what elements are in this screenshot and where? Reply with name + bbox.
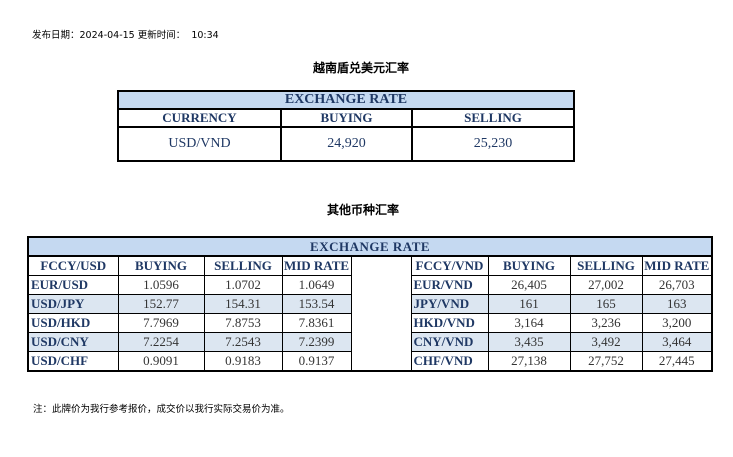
usd-header-mid-rate: MID RATE	[281, 255, 352, 276]
vnd-pair-cell: HKD/VND	[410, 313, 489, 333]
usd-mid-rate-cell: 7.8361	[281, 313, 352, 333]
header-selling: SELLING	[411, 108, 575, 128]
buying-cell: 24,920	[280, 126, 413, 162]
other-section-title: 其他币种汇率	[327, 203, 400, 217]
usd-pair-cell: USD/CHF	[27, 351, 119, 372]
publish-info: 发布日期：2024-04-15 更新时间： 10:34	[32, 27, 219, 41]
usd-mid-rate-cell: 0.9137	[281, 351, 352, 372]
usd-pair-cell: USD/JPY	[27, 294, 119, 314]
publish-date-label: 发布日期：	[32, 30, 80, 41]
usd-selling-cell: 0.9183	[203, 351, 283, 372]
usd-buying-cell: 0.9091	[117, 351, 205, 372]
usd-vnd-table: EXCHANGE RATE CURRENCY BUYING SELLING US…	[117, 90, 575, 162]
vnd-selling-cell: 27,002	[569, 275, 643, 295]
vnd-mid-rate-cell: 3,464	[641, 332, 713, 352]
update-time-label: 更新时间：	[137, 30, 186, 41]
vnd-pair-cell: JPY/VND	[410, 294, 489, 314]
table-title: EXCHANGE RATE	[27, 236, 713, 257]
header-row: FCCY/USD BUYING SELLING MID RATE FCCY/VND BUY…	[27, 255, 713, 276]
usd-selling-cell: 7.8753	[203, 313, 283, 333]
vnd-buying-cell: 26,405	[487, 275, 571, 295]
vnd-mid-rate-cell: 3,200	[641, 313, 713, 333]
usd-selling-cell: 7.2543	[203, 332, 283, 352]
vnd-selling-cell: 3,236	[569, 313, 643, 333]
vnd-pair-cell: CHF/VND	[410, 351, 489, 372]
vnd-header-selling: SELLING	[569, 255, 643, 276]
vnd-selling-cell: 27,752	[569, 351, 643, 372]
usd-mid-rate-cell: 7.2399	[281, 332, 352, 352]
vnd-selling-cell: 165	[569, 294, 643, 314]
spacer	[350, 313, 412, 333]
table-row: EUR/USD 1.0596 1.0702 1.0649 EUR/VND 26,405 27…	[27, 275, 713, 295]
vnd-header-fccy: FCCY/VND	[410, 255, 489, 276]
vnd-buying-cell: 3,164	[487, 313, 571, 333]
usd-selling-cell: 154.31	[203, 294, 283, 314]
usd-pair-cell: USD/CNY	[27, 332, 119, 352]
table-title: EXCHANGE RATE	[117, 90, 575, 110]
table-row: USD/JPY 152.77 154.31 153.54 JPY/VND 161 165 16…	[27, 294, 713, 314]
vnd-mid-rate-cell: 27,445	[641, 351, 713, 372]
vnd-buying-cell: 161	[487, 294, 571, 314]
header-currency: CURRENCY	[117, 108, 282, 128]
other-currency-table: EXCHANGE RATE FCCY/USD BUYING SELLING MID R…	[27, 236, 714, 372]
spacer	[350, 332, 412, 352]
usd-mid-rate-cell: 153.54	[281, 294, 352, 314]
selling-cell: 25,230	[411, 126, 575, 162]
usd-selling-cell: 1.0702	[203, 275, 283, 295]
vnd-selling-cell: 3,492	[569, 332, 643, 352]
spacer	[350, 351, 412, 371]
vnd-mid-rate-cell: 163	[641, 294, 713, 314]
spacer	[350, 255, 412, 276]
vnd-buying-cell: 27,138	[487, 351, 571, 372]
vnd-header-mid-rate: MID RATE	[641, 255, 713, 276]
usd-header-selling: SELLING	[203, 255, 283, 276]
usd-buying-cell: 1.0596	[117, 275, 205, 295]
vnd-pair-cell: EUR/VND	[410, 275, 489, 295]
currency-cell: USD/VND	[117, 126, 282, 162]
vnd-mid-rate-cell: 26,703	[641, 275, 713, 295]
spacer	[350, 275, 412, 295]
table-row: USD/VND 24,920 25,230	[117, 126, 575, 162]
usd-header-buying: BUYING	[117, 255, 205, 276]
footnote: 注：此牌价为我行参考报价，成交价以我行实际交易价为准。	[33, 404, 290, 415]
vnd-buying-cell: 3,435	[487, 332, 571, 352]
usd-pair-cell: EUR/USD	[27, 275, 119, 295]
header-buying: BUYING	[280, 108, 413, 128]
usd-section-title: 越南盾兑美元汇率	[313, 61, 410, 75]
publish-date: 2024-04-15	[79, 30, 135, 41]
vnd-pair-cell: CNY/VND	[410, 332, 489, 352]
usd-buying-cell: 7.7969	[117, 313, 205, 333]
update-time: 10:34	[191, 30, 219, 41]
spacer	[350, 294, 412, 314]
usd-header-fccy: FCCY/USD	[27, 255, 119, 276]
usd-buying-cell: 7.2254	[117, 332, 205, 352]
table-row: USD/HKD 7.7969 7.8753 7.8361 HKD/VND 3,164 3,2…	[27, 313, 713, 333]
usd-pair-cell: USD/HKD	[27, 313, 119, 333]
vnd-header-buying: BUYING	[487, 255, 571, 276]
table-row: USD/CNY 7.2254 7.2543 7.2399 CNY/VND 3,435 3,4…	[27, 332, 713, 352]
table-row: USD/CHF 0.9091 0.9183 0.9137 CHF/VND 27,138 27…	[27, 351, 713, 372]
usd-mid-rate-cell: 1.0649	[281, 275, 352, 295]
usd-buying-cell: 152.77	[117, 294, 205, 314]
